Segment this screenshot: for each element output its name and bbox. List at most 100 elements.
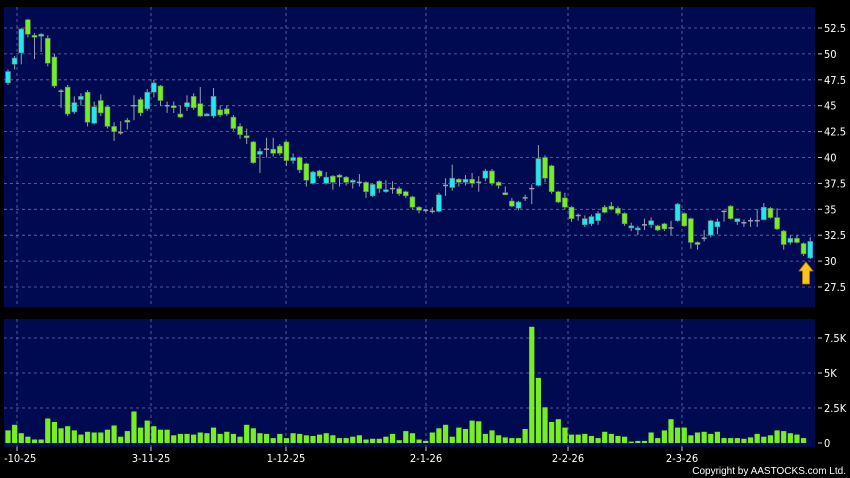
volume-bar — [635, 440, 641, 443]
candle — [204, 112, 210, 117]
price-tick-label: 40 — [824, 152, 837, 165]
candle — [310, 170, 316, 185]
volume-bar — [71, 430, 77, 443]
candle-body — [369, 184, 376, 197]
candle-body — [674, 203, 681, 221]
volume-bar — [628, 441, 634, 443]
candle-body — [250, 141, 257, 163]
candle-body — [44, 38, 51, 64]
candle — [734, 218, 741, 225]
candle — [44, 35, 51, 67]
candle-body — [780, 230, 787, 245]
volume-bar — [177, 433, 183, 443]
candle — [277, 144, 283, 156]
volume-bar — [138, 427, 144, 443]
candle-body — [104, 106, 111, 127]
candle — [164, 101, 170, 113]
candle — [635, 225, 641, 236]
candle-body — [223, 108, 230, 115]
candle-body — [190, 96, 197, 109]
volume-bar — [502, 437, 508, 443]
candle-body — [64, 86, 71, 115]
candle — [257, 148, 263, 174]
candle-body — [515, 201, 522, 209]
candle-body — [489, 170, 495, 184]
candle — [449, 164, 456, 191]
candle — [648, 217, 654, 228]
candle-body — [91, 106, 97, 124]
volume-bar — [721, 438, 727, 443]
candle-body — [409, 196, 416, 208]
volume-bar — [317, 434, 323, 443]
candle — [296, 156, 303, 174]
volume-bar — [708, 433, 714, 443]
volume-bar — [734, 438, 740, 443]
price-tick-label: 27.5 — [824, 281, 846, 294]
volume-bar — [582, 433, 588, 443]
candle — [654, 224, 661, 232]
candle — [144, 89, 151, 111]
volume-bar — [681, 427, 687, 443]
candle — [376, 180, 383, 193]
candle-body — [648, 220, 654, 226]
candle-body — [349, 179, 356, 183]
volume-bar — [31, 439, 38, 443]
candle — [601, 205, 608, 214]
candle — [118, 121, 124, 135]
candle-body — [767, 207, 774, 218]
candle-body — [376, 181, 383, 189]
volume-bar — [144, 420, 150, 443]
volume-bar — [429, 432, 435, 443]
volume-bar — [118, 436, 124, 443]
candle-body — [654, 225, 661, 231]
candle-body — [495, 182, 502, 186]
candle-body — [151, 82, 157, 93]
volume-bars — [5, 326, 807, 443]
volume-bar — [197, 432, 203, 443]
price-tick-label: 42.5 — [824, 126, 846, 139]
volume-bar — [595, 438, 601, 443]
candle-body — [197, 103, 204, 117]
candle — [11, 55, 18, 70]
candle — [177, 105, 184, 119]
volume-bar — [555, 419, 561, 443]
price-tick-label: 47.5 — [824, 74, 846, 87]
volume-tick-label: 0 — [824, 437, 830, 450]
candle-body — [383, 189, 389, 192]
date-label: 2-3-26 — [666, 452, 698, 465]
volume-bar — [781, 431, 787, 443]
candle — [582, 215, 588, 227]
volume-bar — [462, 429, 469, 443]
candle-body — [661, 223, 668, 230]
volume-bar — [535, 377, 541, 443]
candle — [197, 87, 204, 118]
volume-bar — [343, 438, 349, 443]
volume-bar — [675, 427, 681, 443]
candle — [396, 186, 402, 196]
candle — [628, 222, 635, 232]
volume-bar — [330, 435, 336, 443]
candle — [495, 181, 502, 189]
volume-bar — [5, 430, 11, 443]
volume-bar — [237, 436, 243, 443]
candle-body — [727, 205, 734, 219]
candle-body — [542, 157, 548, 179]
candle — [38, 33, 44, 52]
candle — [124, 118, 131, 130]
volume-bar — [51, 422, 58, 443]
candle-body — [621, 213, 628, 225]
candle — [688, 217, 694, 249]
candle-body — [5, 71, 11, 84]
candle — [562, 192, 568, 210]
volume-tick-label: 7.5K — [824, 332, 847, 345]
candle — [794, 235, 800, 244]
candle — [681, 212, 688, 227]
volume-bar — [542, 407, 548, 443]
volume-bar — [376, 438, 382, 443]
candle — [741, 219, 747, 227]
candle-body — [18, 28, 25, 54]
volume-bar — [25, 436, 31, 443]
candle-body — [177, 113, 184, 118]
volume-bar — [310, 436, 316, 443]
date-label: 2-1-26 — [410, 452, 442, 465]
